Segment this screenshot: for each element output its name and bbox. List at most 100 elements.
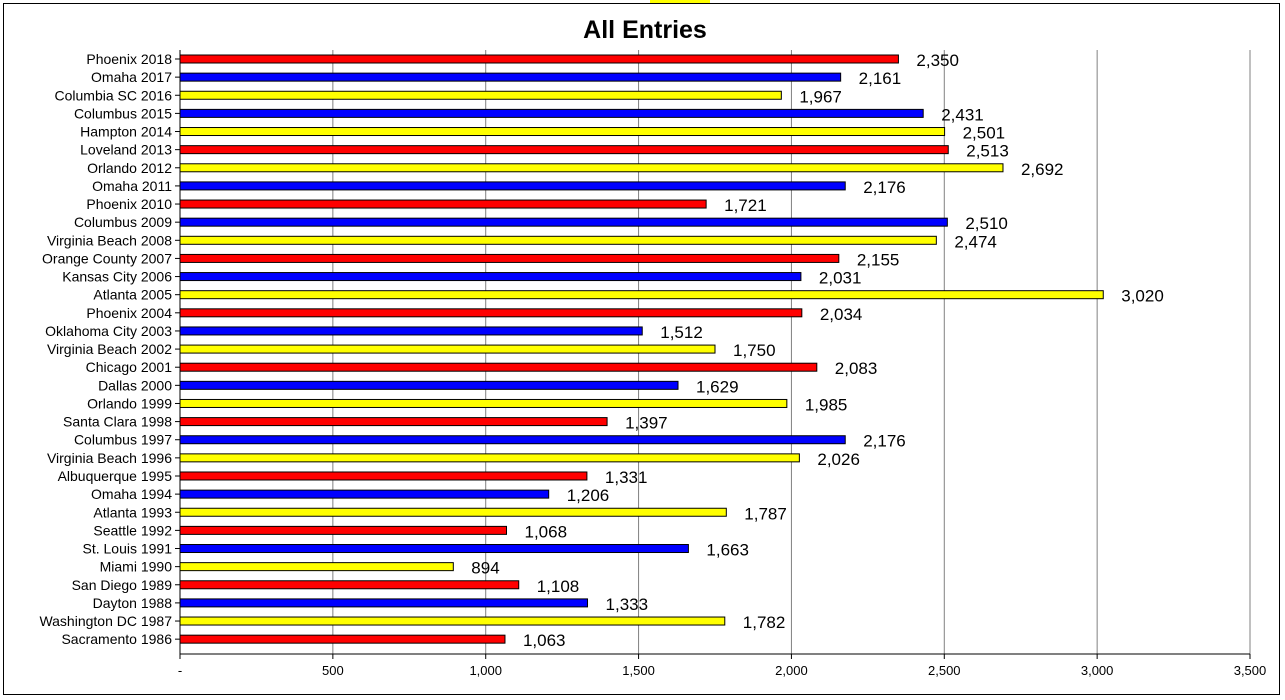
- bar: [179, 290, 1104, 300]
- bar: [179, 525, 508, 535]
- category-label: Sacramento 1986: [61, 631, 172, 647]
- category-label: Virginia Beach 2002: [47, 341, 172, 357]
- data-label: 2,034: [820, 305, 863, 324]
- category-label: Phoenix 2018: [86, 51, 172, 67]
- category-label: Kansas City 2006: [62, 269, 172, 285]
- bar: [179, 417, 608, 427]
- category-label: Albuquerque 1995: [58, 468, 173, 484]
- category-label: Atlanta 2005: [93, 287, 172, 303]
- category-label: Columbus 2009: [74, 214, 172, 230]
- category-label: Omaha 2017: [91, 69, 172, 85]
- tick-label-2500: 2,500: [928, 663, 961, 678]
- bar: [179, 435, 846, 445]
- category-label: Loveland 2013: [80, 142, 172, 158]
- data-label: 2,513: [966, 142, 1009, 161]
- data-label: 2,176: [863, 432, 906, 451]
- category-label: Omaha 1994: [91, 486, 172, 502]
- data-label: 2,155: [857, 250, 900, 269]
- category-label: San Diego 1989: [72, 577, 173, 593]
- data-label: 2,501: [963, 124, 1006, 143]
- bar: [179, 362, 818, 372]
- bar: [179, 90, 782, 100]
- tick-label-3500: 3,500: [1234, 663, 1267, 678]
- tick-label-2000: 2,000: [775, 663, 808, 678]
- category-label: Virginia Beach 1996: [47, 450, 172, 466]
- top-highlight-mark: [650, 0, 710, 4]
- data-label: 2,031: [819, 269, 862, 288]
- tick-label-1000: 1,000: [469, 663, 502, 678]
- bar: [179, 163, 1004, 173]
- bar: [179, 272, 802, 282]
- x-axis-tick-labels: - 500 1,000 1,500 2,000 2,500 3,000 3,500: [178, 663, 1266, 678]
- data-label: 2,510: [965, 214, 1008, 233]
- bar: [179, 326, 643, 336]
- data-label: 1,782: [743, 613, 786, 632]
- bar: [179, 634, 506, 644]
- data-label: 1,787: [744, 504, 787, 523]
- bar: [179, 580, 520, 590]
- category-label: Orlando 1999: [87, 395, 172, 411]
- tick-label-3000: 3,000: [1081, 663, 1114, 678]
- tick-label-500: 500: [322, 663, 344, 678]
- data-label: 1,629: [696, 377, 739, 396]
- chart-title: All Entries: [583, 16, 707, 44]
- bar: [179, 217, 948, 227]
- data-label: 2,350: [916, 51, 959, 70]
- data-label: 1,750: [733, 341, 776, 360]
- data-label: 2,026: [817, 450, 860, 469]
- data-label: 1,068: [525, 522, 568, 541]
- tick-label-0: -: [178, 663, 182, 678]
- data-label: 1,108: [537, 577, 580, 596]
- bar: [179, 344, 716, 354]
- category-label: Miami 1990: [100, 559, 173, 575]
- data-label: 1,721: [724, 196, 767, 215]
- category-label: Phoenix 2004: [86, 305, 172, 321]
- bars: [179, 54, 1104, 644]
- category-label: Columbus 2015: [74, 105, 172, 121]
- bar: [179, 54, 899, 64]
- category-label: Chicago 2001: [86, 359, 173, 375]
- category-label: Atlanta 1993: [93, 504, 172, 520]
- category-label: St. Louis 1991: [82, 541, 172, 557]
- bar: [179, 181, 846, 191]
- bar: [179, 398, 788, 408]
- data-label: 2,431: [941, 105, 984, 124]
- bar: [179, 489, 550, 499]
- data-label: 1,985: [805, 395, 848, 414]
- bar: [179, 199, 707, 209]
- bar: [179, 308, 803, 318]
- category-label: Omaha 2011: [92, 178, 172, 194]
- bar: [179, 72, 842, 82]
- bar: [179, 127, 946, 137]
- data-label: 2,176: [863, 178, 906, 197]
- tick-label-1500: 1,500: [622, 663, 655, 678]
- data-label: 1,063: [523, 631, 566, 650]
- bar: [179, 145, 949, 155]
- bar: [179, 380, 679, 390]
- category-label: Dallas 2000: [98, 377, 172, 393]
- category-label: Orlando 2012: [87, 160, 172, 176]
- data-label: 2,692: [1021, 160, 1064, 179]
- data-label: 894: [471, 559, 499, 578]
- category-label: Hampton 2014: [80, 124, 172, 140]
- data-label: 3,020: [1121, 287, 1164, 306]
- bar: [179, 598, 589, 608]
- bar: [179, 453, 800, 463]
- data-label: 1,397: [625, 414, 668, 433]
- bar: [179, 562, 454, 572]
- data-label: 1,967: [799, 87, 842, 106]
- bar: [179, 253, 840, 263]
- category-label: Washington DC 1987: [39, 613, 172, 629]
- bar: [179, 616, 726, 626]
- data-label: 1,512: [660, 323, 703, 342]
- category-label: Columbia SC 2016: [54, 87, 172, 103]
- top-strip: [0, 0, 1285, 4]
- category-label: Santa Clara 1998: [63, 414, 172, 430]
- category-label: Dayton 1988: [93, 595, 173, 611]
- data-label: 1,206: [567, 486, 610, 505]
- category-label: Columbus 1997: [74, 432, 172, 448]
- bar: [179, 544, 689, 554]
- data-label: 2,161: [859, 69, 902, 88]
